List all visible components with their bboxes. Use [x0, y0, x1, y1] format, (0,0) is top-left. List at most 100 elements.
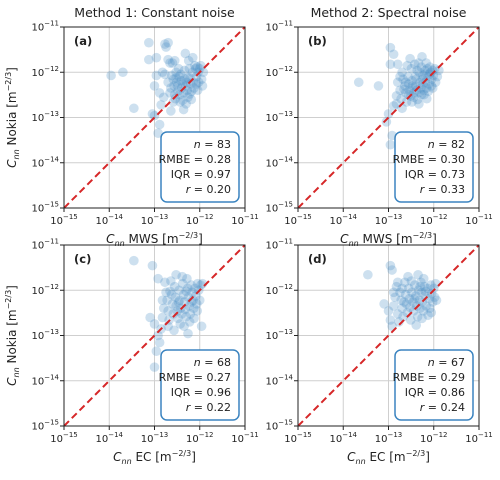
data-point [153, 273, 163, 284]
data-point [427, 65, 438, 76]
one-to-one-line [64, 245, 245, 426]
data-point [385, 315, 396, 325]
data-point [176, 83, 187, 93]
data-point [428, 283, 439, 294]
data-point [353, 77, 364, 88]
stat-iqr: IQR = 0.73 [405, 168, 465, 181]
data-point [188, 295, 198, 306]
stat-r: r = 0.22 [186, 401, 231, 414]
data-point [403, 283, 414, 294]
data-point [186, 280, 197, 290]
data-point [170, 292, 181, 303]
stats-box [394, 131, 474, 203]
data-point [379, 299, 389, 309]
data-point [415, 77, 425, 88]
data-point [403, 71, 413, 82]
data-point [182, 273, 192, 284]
panel-2: 10−15 10−14 10−13 10−12 10−11 10−15 10−14 10−13… [265, 20, 492, 249]
y-tick-label: 10−13 [265, 328, 293, 342]
x-axis-label: Cnn EC [m−2/3] [347, 449, 430, 466]
data-point [182, 283, 193, 294]
data-point [414, 295, 425, 306]
data-point [151, 346, 162, 356]
data-point [190, 63, 201, 74]
data-point [149, 319, 160, 329]
data-point [176, 75, 187, 86]
data-point [184, 317, 195, 327]
x-tick-label: 10−14 [95, 213, 123, 227]
data-point [363, 269, 373, 280]
data-point [413, 285, 424, 296]
data-point [381, 117, 392, 127]
data-point [385, 139, 396, 150]
data-point [153, 330, 163, 341]
data-point [425, 62, 435, 72]
data-point [409, 280, 420, 290]
data-point [417, 51, 427, 62]
stat-iqr: IQR = 0.96 [171, 386, 231, 399]
data-point [418, 85, 429, 96]
data-point [145, 312, 155, 323]
y-tick-label: 10−14 [265, 155, 293, 169]
data-point [428, 70, 439, 81]
data-point [409, 293, 420, 304]
stat-rmbe: RMBE = 0.27 [159, 371, 231, 384]
data-point [400, 77, 411, 88]
data-point [399, 297, 409, 307]
data-point [407, 97, 417, 107]
x-tick-label: 10−11 [231, 213, 259, 227]
data-point [373, 81, 384, 91]
data-point [420, 291, 431, 301]
data-point [177, 278, 188, 289]
data-point [425, 303, 435, 314]
data-point [392, 277, 403, 288]
data-point [179, 297, 190, 307]
data-point [410, 71, 421, 82]
data-point [400, 81, 410, 91]
data-point [192, 85, 203, 96]
data-point [174, 89, 185, 100]
data-point [177, 95, 188, 106]
data-point [184, 63, 195, 74]
x-tick-label: 10−11 [465, 213, 493, 227]
data-point [167, 299, 178, 309]
data-point [388, 287, 399, 298]
data-point [419, 89, 429, 100]
y-tick-label: 10−14 [265, 373, 293, 387]
data-point [161, 42, 171, 52]
y-tick-label: 10−15 [31, 419, 59, 433]
data-point [180, 48, 191, 59]
y-tick-label: 10−12 [31, 283, 59, 297]
data-point [198, 67, 209, 78]
data-point [186, 86, 197, 97]
panel-label: (d) [308, 252, 327, 266]
data-point [423, 310, 433, 321]
data-point [411, 74, 422, 85]
data-point [400, 277, 410, 288]
column-title: Method 2: Spectral noise [311, 5, 467, 20]
panel-4: 10−15 10−14 10−13 10−12 10−11 10−15 10−14 10−13… [265, 238, 492, 467]
data-point [161, 287, 171, 298]
data-point [388, 301, 399, 311]
data-point [426, 74, 437, 85]
panel-label: (b) [308, 34, 327, 48]
data-point [171, 301, 181, 311]
data-point [398, 74, 408, 85]
data-point [395, 71, 405, 82]
data-point [151, 70, 162, 81]
data-point [189, 313, 199, 324]
data-point [418, 306, 429, 316]
data-point [426, 81, 437, 91]
data-point [144, 37, 154, 48]
data-point [423, 283, 433, 294]
data-point [395, 287, 405, 298]
one-to-one-line [64, 27, 245, 208]
data-point [170, 93, 181, 104]
data-point [129, 255, 139, 266]
data-point [197, 81, 208, 91]
data-point [180, 74, 190, 85]
data-point [412, 311, 423, 322]
y-tick-label: 10−13 [265, 110, 293, 124]
data-point [432, 71, 443, 82]
data-point [163, 37, 173, 48]
